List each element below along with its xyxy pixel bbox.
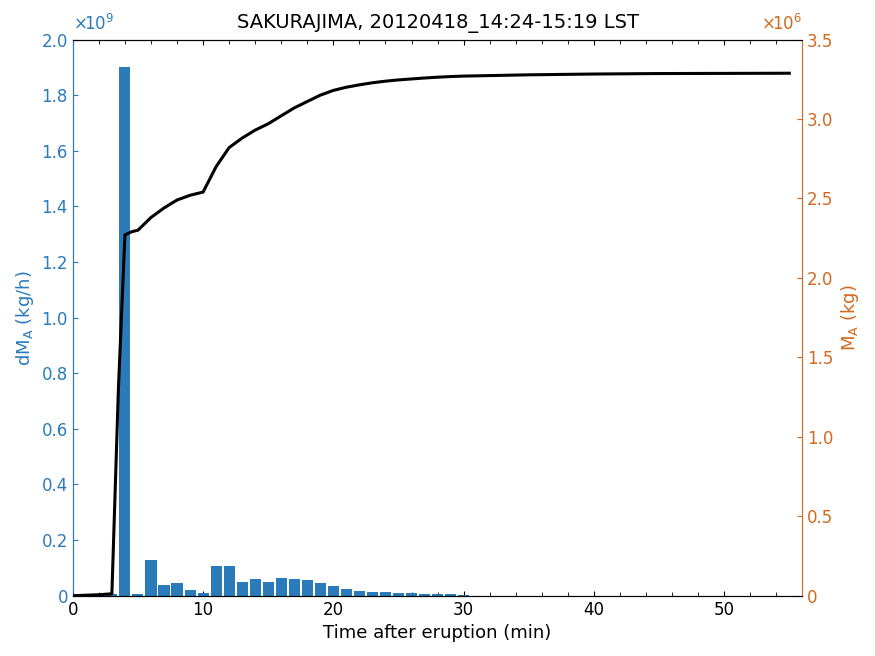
Bar xyxy=(458,594,469,596)
Bar xyxy=(419,594,430,596)
Bar xyxy=(380,592,391,596)
Text: $\times\!10^6$: $\times\!10^6$ xyxy=(761,14,802,34)
Bar xyxy=(119,68,130,596)
Bar xyxy=(445,594,456,596)
Y-axis label: M$_{\rm A}$ (kg): M$_{\rm A}$ (kg) xyxy=(839,284,861,351)
Bar xyxy=(107,594,117,596)
Bar xyxy=(211,567,221,596)
Bar xyxy=(393,593,404,596)
Bar xyxy=(224,567,234,596)
Bar xyxy=(341,588,352,596)
Bar xyxy=(328,586,339,596)
Bar xyxy=(249,579,261,596)
Bar xyxy=(236,582,248,596)
Bar xyxy=(80,595,91,596)
Bar xyxy=(198,594,208,596)
Bar xyxy=(315,583,326,596)
Bar xyxy=(289,579,300,596)
Bar xyxy=(262,582,274,596)
Bar xyxy=(185,590,196,596)
Text: $\times\!10^9$: $\times\!10^9$ xyxy=(73,14,114,34)
Bar xyxy=(276,578,287,596)
Bar xyxy=(145,560,157,596)
Bar xyxy=(406,594,417,596)
Bar xyxy=(367,592,378,596)
Bar xyxy=(94,595,104,596)
Bar xyxy=(354,590,365,596)
Bar xyxy=(132,594,144,596)
Y-axis label: dM$_{\rm A}$ (kg/h): dM$_{\rm A}$ (kg/h) xyxy=(14,270,36,365)
Bar xyxy=(302,581,313,596)
Title: SAKURAJIMA, 20120418_14:24-15:19 LST: SAKURAJIMA, 20120418_14:24-15:19 LST xyxy=(236,14,639,33)
Bar xyxy=(158,584,170,596)
Bar xyxy=(172,583,183,596)
X-axis label: Time after eruption (min): Time after eruption (min) xyxy=(324,624,552,642)
Bar xyxy=(432,594,443,596)
